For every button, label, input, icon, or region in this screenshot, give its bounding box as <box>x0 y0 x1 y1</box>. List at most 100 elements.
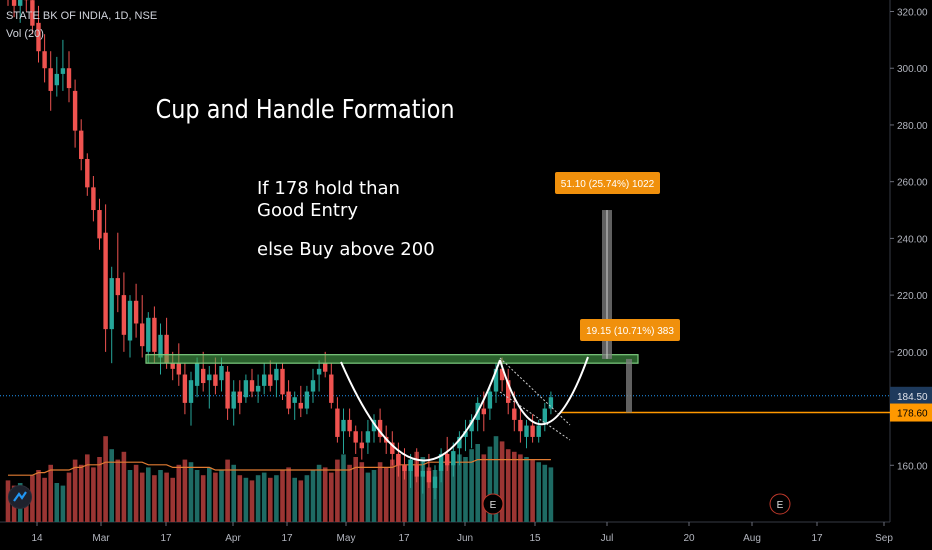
volume-bar <box>499 441 505 522</box>
volume-bar <box>91 467 96 522</box>
candle-body <box>371 419 377 432</box>
price-tick-label: 220.00 <box>897 291 928 302</box>
candle-body <box>359 442 364 449</box>
candle-body <box>548 397 554 409</box>
volume-bar <box>85 454 90 522</box>
volume-bar <box>36 470 41 522</box>
volume-line: Vol (20) <box>6 28 44 40</box>
earnings-event-marker <box>769 493 791 515</box>
volume-bar <box>365 472 371 522</box>
candle-body <box>158 334 163 358</box>
time-tick-label: Jun <box>457 533 473 544</box>
volume-bar <box>164 472 169 522</box>
candle-body <box>115 278 120 296</box>
handle-trend-upper <box>499 357 571 426</box>
candle-body <box>79 130 84 159</box>
volume-bar <box>97 457 102 522</box>
volume-bar <box>310 470 316 522</box>
candle-body <box>536 425 541 437</box>
volume-bar <box>207 467 212 522</box>
volume-bar <box>304 475 310 522</box>
volume-bar <box>530 459 535 522</box>
support-price-tag: 178.60 <box>897 409 928 420</box>
retest-measure-bar <box>626 358 632 413</box>
candle-body <box>457 436 462 449</box>
volume-bar <box>48 464 53 522</box>
support-price-tag-bg <box>890 403 932 422</box>
candle-body <box>445 453 450 466</box>
candle-body <box>329 374 334 403</box>
candle-body <box>481 408 486 415</box>
candle-body <box>36 22 41 52</box>
time-tick-label: 17 <box>811 533 823 544</box>
candle-body <box>353 431 358 443</box>
volume-bar <box>158 470 163 522</box>
volume-bar <box>152 475 157 522</box>
candle-body <box>60 68 66 74</box>
candle-body <box>298 402 303 409</box>
volume-bar <box>548 467 554 522</box>
volume-bar <box>200 475 206 522</box>
volume-bar <box>78 464 84 522</box>
time-tick-label: 17 <box>398 533 410 544</box>
volume-bar <box>255 475 261 522</box>
volume-bar <box>469 449 474 522</box>
candle-body <box>432 476 438 488</box>
volume-bar <box>493 436 499 522</box>
candle-body <box>420 470 425 477</box>
volume-bar <box>72 459 78 522</box>
candle-body <box>542 408 547 423</box>
candle-body <box>42 51 47 69</box>
volume-bar <box>451 462 456 522</box>
price-tick-label: 300.00 <box>897 64 928 75</box>
volume-bar <box>316 464 322 522</box>
candle-body <box>365 431 371 443</box>
candle-body <box>469 419 474 432</box>
candle-body <box>127 300 133 341</box>
time-tick-label: Aug <box>743 533 761 544</box>
candle-body <box>463 431 468 437</box>
candle-body <box>255 385 261 392</box>
candle-body <box>91 187 96 211</box>
time-tick-label: Jul <box>601 533 614 544</box>
volume-bar <box>542 464 548 522</box>
tradingview-logo[interactable] <box>8 485 32 509</box>
price-tick-label: 320.00 <box>897 8 928 19</box>
measure-label-lower: 19.15 (10.71%) 383 <box>586 326 674 337</box>
candle-body <box>292 397 297 403</box>
candle-body <box>243 380 249 398</box>
volume-bar <box>109 449 114 522</box>
candle-body <box>85 158 90 188</box>
candle-body <box>268 374 273 386</box>
volume-ma-line <box>8 459 551 476</box>
volume-bar <box>268 477 273 522</box>
candle-body <box>188 380 194 403</box>
volume-bar <box>438 464 444 522</box>
candle-body <box>109 278 114 330</box>
volume-bar <box>219 470 224 522</box>
candle-body <box>335 408 340 437</box>
volume-bar <box>329 472 334 522</box>
volume-bar <box>536 462 541 522</box>
candle-body <box>97 210 102 239</box>
candle-body <box>219 366 224 381</box>
candle-body <box>176 363 181 375</box>
volume-bar <box>231 464 236 522</box>
candle-body <box>213 374 218 386</box>
volume-bar <box>487 446 493 522</box>
volume-bar <box>292 477 297 522</box>
time-tick-label: Mar <box>92 533 110 544</box>
candle-body <box>66 68 72 89</box>
volume-bar <box>146 467 151 522</box>
volume-bar <box>322 467 328 522</box>
candle-body <box>377 419 383 437</box>
volume-bar <box>225 459 230 522</box>
candle-body <box>414 465 419 477</box>
candle-body <box>152 317 157 352</box>
volume-bar <box>481 454 487 522</box>
note-line1: If 178 hold than <box>257 178 400 199</box>
time-tick-label: 20 <box>683 533 695 544</box>
candle-body <box>499 368 505 381</box>
